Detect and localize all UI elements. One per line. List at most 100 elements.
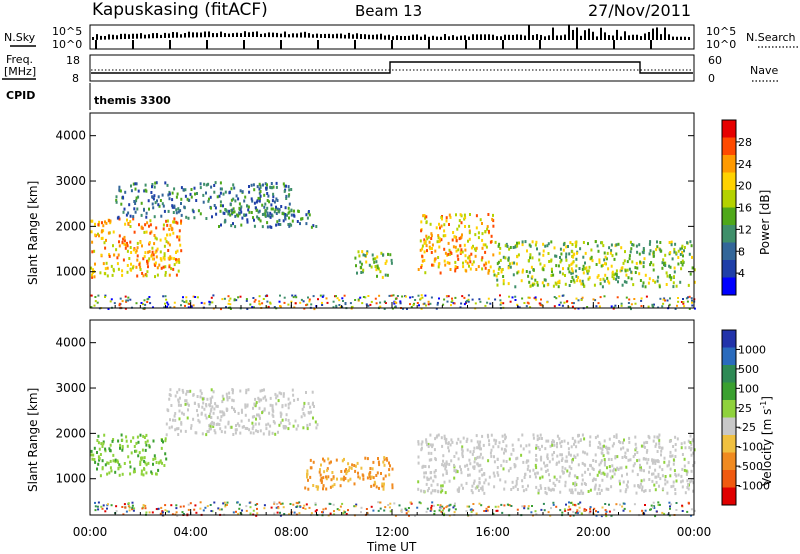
range-cell — [602, 263, 604, 267]
range-cell — [423, 238, 426, 242]
range-cell — [135, 199, 138, 203]
range-cell — [226, 408, 229, 412]
range-cell — [135, 182, 138, 186]
range-cell — [214, 181, 217, 185]
range-cell — [417, 480, 420, 484]
range-cell — [121, 448, 124, 452]
noise-cell — [310, 512, 313, 515]
range-cell — [505, 444, 508, 448]
range-cell — [312, 460, 315, 464]
nsky-bar — [624, 31, 626, 40]
range-cell — [148, 250, 151, 254]
range-cell — [142, 434, 145, 438]
range-cell — [142, 274, 145, 278]
noise-cell — [489, 302, 492, 305]
range-cell — [615, 269, 618, 273]
range-cell — [507, 256, 510, 260]
range-cell — [192, 393, 195, 397]
range-cell — [542, 253, 545, 257]
range-cell — [468, 473, 471, 477]
range-cell — [199, 212, 202, 216]
range-cell — [490, 454, 493, 458]
range-cell — [622, 480, 625, 484]
range-cell — [245, 388, 248, 392]
range-cell — [674, 455, 677, 458]
range-cell — [134, 202, 137, 205]
noise-cell — [132, 509, 135, 512]
noise-cell — [188, 302, 191, 305]
noise-cell — [220, 508, 223, 511]
range-cell — [603, 463, 606, 467]
range-cell — [475, 226, 478, 230]
range-cell — [611, 270, 614, 274]
range-cell — [168, 393, 171, 397]
range-cell — [238, 206, 241, 210]
range-cell — [106, 266, 109, 270]
noise-cell — [96, 301, 99, 304]
range-cell — [139, 460, 142, 464]
range-cell — [214, 431, 217, 435]
noise-cell — [321, 295, 324, 298]
range-cell — [238, 424, 241, 428]
noise-cell — [220, 308, 222, 311]
range-cell — [622, 261, 625, 265]
nsky-bar — [368, 34, 370, 40]
range-cell — [492, 253, 495, 257]
range-cell — [177, 398, 180, 402]
noise-cell — [408, 514, 410, 517]
cpid-value: themis 3300 — [94, 94, 171, 107]
noise-cell — [402, 307, 404, 310]
noise-cell — [173, 301, 176, 304]
noise-cell — [202, 509, 205, 512]
range-cell — [596, 434, 599, 438]
range-cell — [214, 402, 217, 406]
range-cell — [234, 431, 237, 435]
range-cell — [377, 460, 380, 464]
range-cell — [102, 262, 105, 266]
range-cell — [230, 425, 233, 429]
range-cell — [91, 273, 93, 277]
range-cell — [481, 222, 483, 225]
noise-cell — [669, 505, 671, 508]
noise-cell — [339, 505, 342, 508]
range-cell — [391, 486, 394, 490]
noise-cell — [492, 513, 495, 515]
range-cell — [538, 252, 541, 256]
range-cell — [271, 199, 274, 203]
noise-cell — [595, 305, 598, 308]
range-cell — [156, 199, 158, 203]
nsky-bar — [332, 34, 334, 39]
range-cell — [477, 489, 480, 492]
range-cell — [303, 401, 306, 405]
range-cell — [144, 461, 147, 465]
colorbar-segment — [722, 120, 736, 138]
range-cell — [547, 439, 550, 443]
range-cell — [112, 230, 115, 234]
range-cell — [529, 284, 532, 288]
noise-cell — [630, 303, 633, 306]
range-cell — [580, 482, 583, 486]
nsky-bar — [620, 36, 622, 40]
range-cell — [646, 449, 649, 452]
range-cell — [133, 445, 136, 448]
range-cell — [182, 188, 185, 192]
noise-cell — [203, 302, 206, 305]
range-cell — [388, 468, 391, 472]
noise-cell — [431, 501, 434, 504]
nsky-bar — [216, 33, 218, 38]
range-cell — [247, 208, 250, 212]
range-cell — [383, 457, 386, 461]
range-cell — [166, 223, 169, 227]
range-cell — [312, 401, 314, 405]
range-cell — [673, 275, 675, 279]
range-cell — [503, 487, 506, 491]
range-cell — [267, 194, 270, 198]
noise-cell — [691, 301, 693, 304]
range-cell — [688, 252, 691, 256]
noise-cell — [677, 300, 680, 303]
noise-cell — [412, 304, 415, 306]
noise-cell — [314, 503, 317, 506]
noise-cell — [500, 301, 503, 304]
range-cell — [520, 453, 523, 457]
nsky-bar — [428, 36, 430, 40]
